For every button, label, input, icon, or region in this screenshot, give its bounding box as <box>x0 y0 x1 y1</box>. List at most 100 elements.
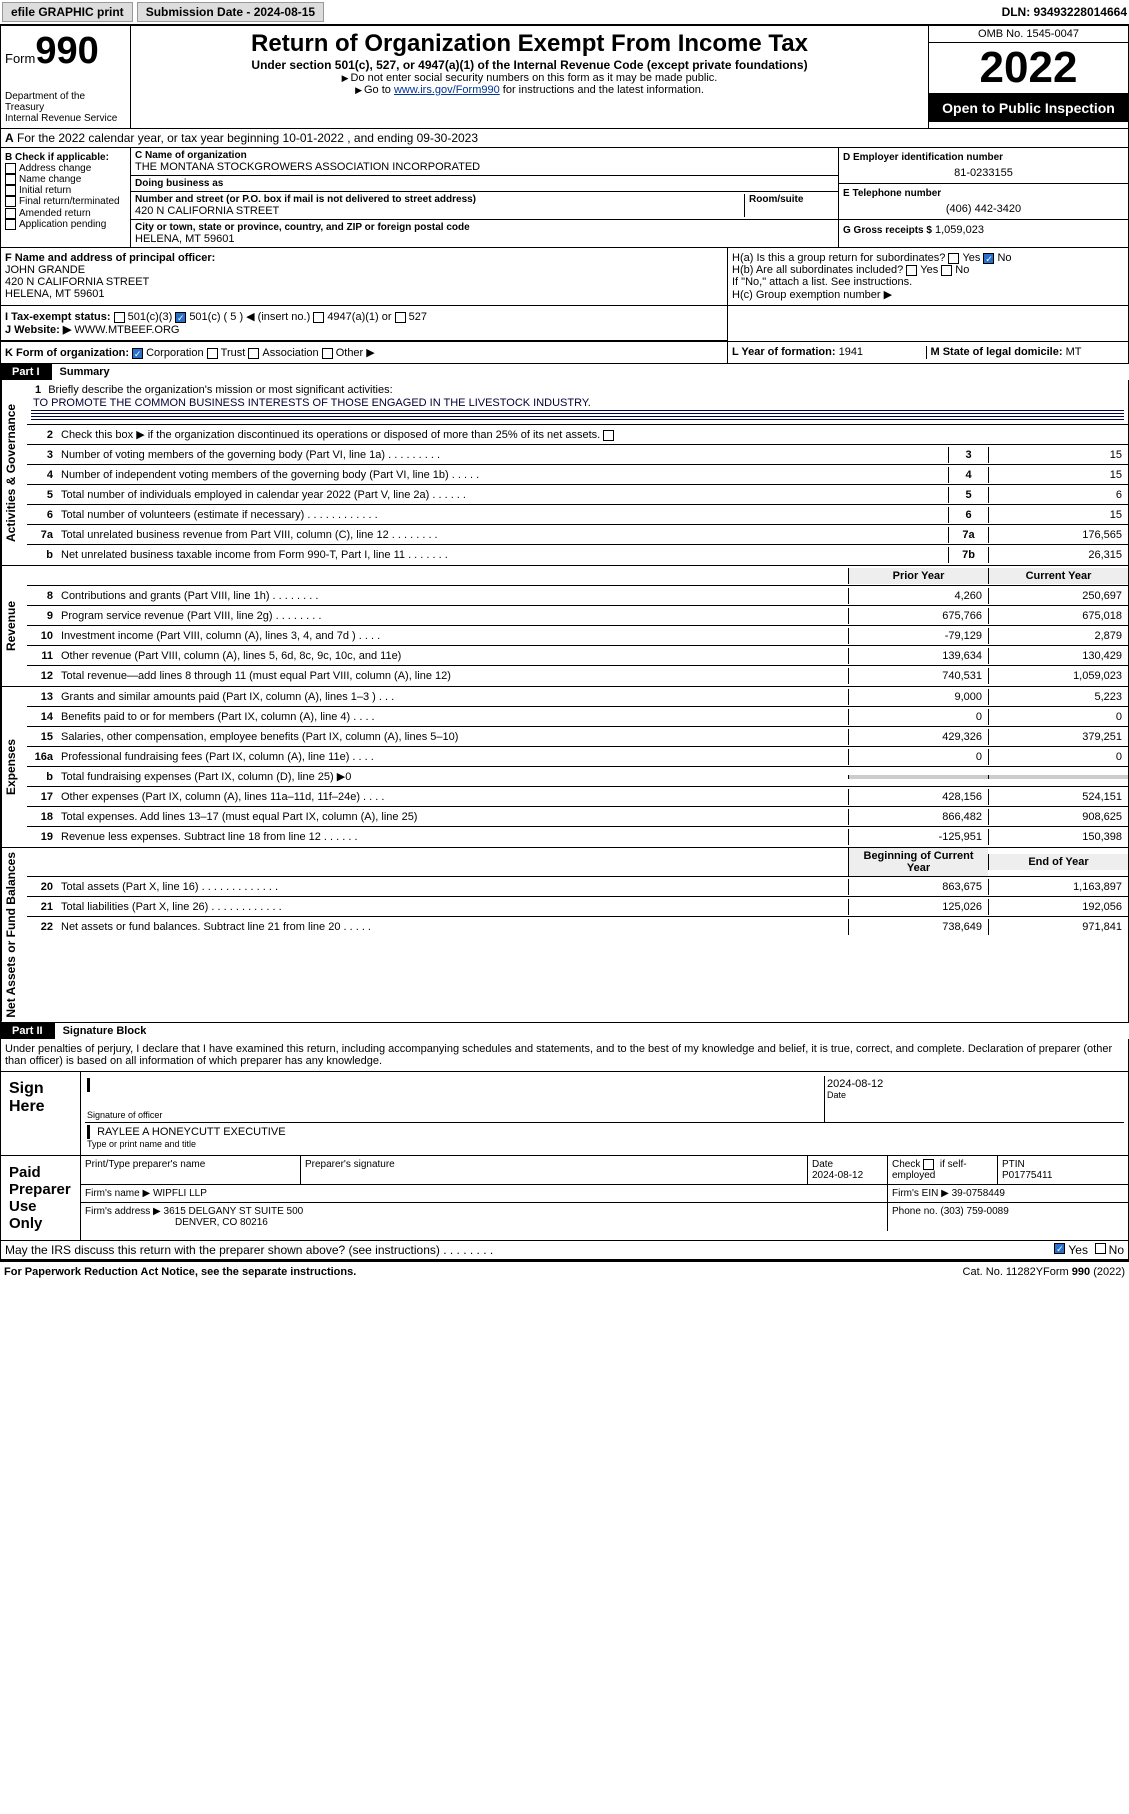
check-501c[interactable] <box>175 312 186 323</box>
sign-here-label: Sign Here <box>1 1072 81 1155</box>
line-num: 11 <box>27 648 57 664</box>
line-box: 6 <box>948 507 988 523</box>
check-initial-return[interactable] <box>5 185 16 196</box>
gov-line: bNet unrelated business taxable income f… <box>27 545 1128 565</box>
row-j-label: J Website: ▶ <box>5 324 71 336</box>
check-trust[interactable] <box>207 348 218 359</box>
box-f: F Name and address of principal officer:… <box>1 248 728 305</box>
header-right: OMB No. 1545-0047 2022 Open to Public In… <box>928 26 1128 128</box>
line-num: 16a <box>27 749 57 765</box>
check-name-change[interactable] <box>5 174 16 185</box>
check-hb-no[interactable] <box>941 265 952 276</box>
line-prior: 675,766 <box>848 608 988 624</box>
line-box: 3 <box>948 447 988 463</box>
lbl-initial-return: Initial return <box>19 185 71 196</box>
sign-here-block: Sign Here Signature of officer 2024-08-1… <box>0 1072 1129 1156</box>
section-revenue: Revenue Prior Year Current Year 8Contrib… <box>0 566 1129 687</box>
ptin-value: P01775411 <box>1002 1170 1124 1181</box>
sig-date-caption: Date <box>827 1090 1122 1100</box>
form-word: Form <box>5 51 35 66</box>
check-self-employed[interactable] <box>923 1159 934 1170</box>
line-num: 15 <box>27 729 57 745</box>
check-discontinued[interactable] <box>603 430 614 441</box>
check-other[interactable] <box>322 348 333 359</box>
footer-form-year: (2022) <box>1090 1266 1125 1278</box>
omb-number: OMB No. 1545-0047 <box>929 26 1128 43</box>
line-prior: 429,326 <box>848 729 988 745</box>
row-i-right-spacer <box>728 306 1128 341</box>
line-current: 971,841 <box>988 919 1128 935</box>
data-line: 22Net assets or fund balances. Subtract … <box>27 917 1128 937</box>
check-discuss-yes[interactable] <box>1054 1243 1065 1254</box>
side-label-expenses: Expenses <box>1 687 27 847</box>
col-b-title: B Check if applicable: <box>5 152 126 163</box>
part-2-header: Part II Signature Block <box>0 1023 1129 1039</box>
data-line: 8Contributions and grants (Part VIII, li… <box>27 586 1128 606</box>
check-address-change[interactable] <box>5 163 16 174</box>
line-desc: Total liabilities (Part X, line 26) . . … <box>57 899 848 915</box>
line-val: 176,565 <box>988 527 1128 543</box>
firm-ein-label: Firm's EIN ▶ <box>892 1188 949 1199</box>
line-desc: Net assets or fund balances. Subtract li… <box>57 919 848 935</box>
check-ha-yes[interactable] <box>948 253 959 264</box>
lbl-4947: 4947(a)(1) or <box>327 311 391 323</box>
h-c-label: H(c) Group exemption number ▶ <box>732 288 1124 301</box>
data-line: 12Total revenue—add lines 8 through 11 (… <box>27 666 1128 686</box>
col-head-prior: Prior Year <box>848 568 988 584</box>
phone-label: E Telephone number <box>843 188 1124 199</box>
page-footer: For Paperwork Reduction Act Notice, see … <box>0 1260 1129 1282</box>
footer-left: For Paperwork Reduction Act Notice, see … <box>4 1266 963 1278</box>
line-val-grey <box>848 775 988 779</box>
h-a-label: H(a) Is this a group return for subordin… <box>732 252 945 264</box>
line-desc: Salaries, other compensation, employee b… <box>57 729 848 745</box>
line-current: 150,398 <box>988 829 1128 845</box>
year-formation: 1941 <box>839 346 863 358</box>
irs-label: Internal Revenue Service <box>5 113 126 124</box>
check-assoc[interactable] <box>248 348 259 359</box>
check-corp[interactable] <box>132 348 143 359</box>
line-num: 12 <box>27 668 57 684</box>
check-application-pending[interactable] <box>5 219 16 230</box>
sign-arrow-icon-2 <box>87 1125 90 1139</box>
prep-date-header: Date <box>812 1159 883 1170</box>
row-k-label: K Form of organization: <box>5 347 129 359</box>
line-box: 7b <box>948 547 988 563</box>
form990-link[interactable]: www.irs.gov/Form990 <box>394 84 500 96</box>
line-desc: Total revenue—add lines 8 through 11 (mu… <box>57 668 848 684</box>
line-2-num: 2 <box>27 427 57 443</box>
lbl-hb-yes: Yes <box>920 264 938 276</box>
check-501c3[interactable] <box>114 312 125 323</box>
line-current: 130,429 <box>988 648 1128 664</box>
ein-label: D Employer identification number <box>843 152 1124 163</box>
check-ha-no[interactable] <box>983 253 994 264</box>
footer-cat-no: Cat. No. 11282Y <box>963 1266 1044 1278</box>
check-final-return[interactable] <box>5 196 16 207</box>
gross-receipts-label: G Gross receipts $ <box>843 225 932 236</box>
check-4947[interactable] <box>313 312 324 323</box>
gov-line: 6Total number of volunteers (estimate if… <box>27 505 1128 525</box>
data-line: 19Revenue less expenses. Subtract line 1… <box>27 827 1128 847</box>
line-num: 5 <box>27 487 57 503</box>
check-hb-yes[interactable] <box>906 265 917 276</box>
check-discuss-no[interactable] <box>1095 1243 1106 1254</box>
data-line: 16aProfessional fundraising fees (Part I… <box>27 747 1128 767</box>
type-name-caption: Type or print name and title <box>87 1139 1122 1149</box>
tax-year: 2022 <box>929 43 1128 94</box>
efile-print-button[interactable]: efile GRAPHIC print <box>2 2 133 22</box>
h-b-label: H(b) Are all subordinates included? <box>732 264 903 276</box>
line-desc: Investment income (Part VIII, column (A)… <box>57 628 848 644</box>
firm-addr-label: Firm's address ▶ <box>85 1206 161 1217</box>
line-box: 5 <box>948 487 988 503</box>
check-amended-return[interactable] <box>5 208 16 219</box>
submission-date-button[interactable]: Submission Date - 2024-08-15 <box>137 2 324 22</box>
line-desc: Benefits paid to or for members (Part IX… <box>57 709 848 725</box>
lbl-address-change: Address change <box>19 163 91 174</box>
lbl-527: 527 <box>409 311 427 323</box>
gross-receipts-value: 1,059,023 <box>935 224 984 236</box>
header-left: Form990 Department of the Treasury Inter… <box>1 26 131 128</box>
line-num: 21 <box>27 899 57 915</box>
line-prior: 0 <box>848 709 988 725</box>
line-desc: Contributions and grants (Part VIII, lin… <box>57 588 848 604</box>
check-527[interactable] <box>395 312 406 323</box>
dln-label: DLN: 93493228014664 <box>1002 5 1127 19</box>
